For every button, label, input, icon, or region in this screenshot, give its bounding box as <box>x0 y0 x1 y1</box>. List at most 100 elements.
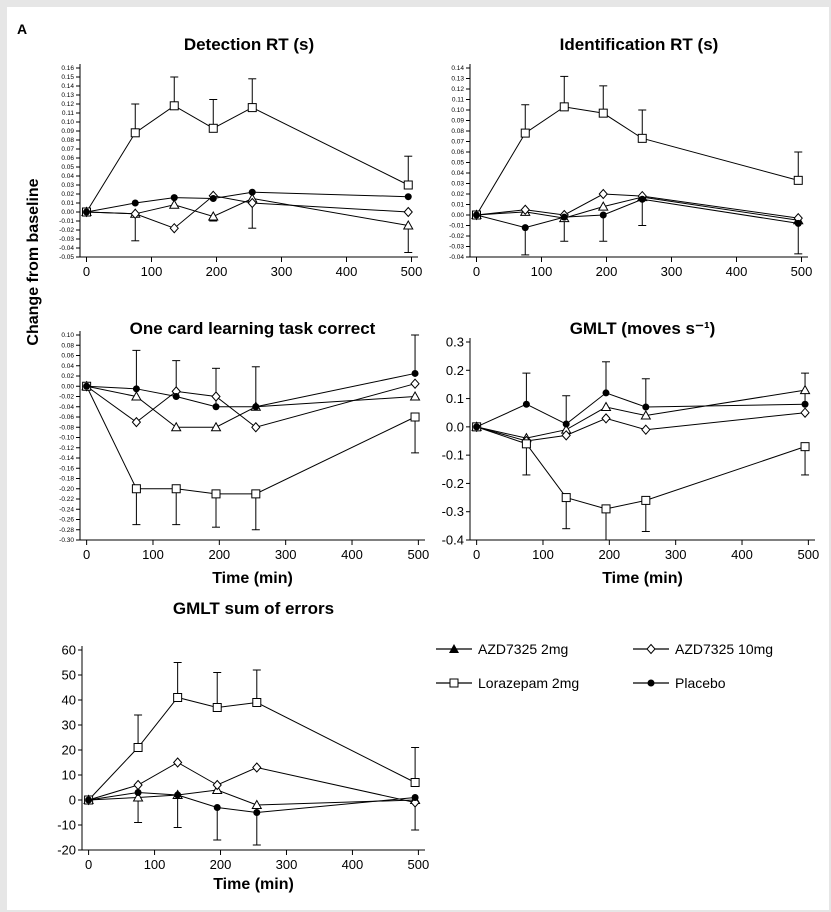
y-tick-label: 0.04 <box>61 173 74 180</box>
data-point <box>409 390 421 401</box>
data-point <box>473 423 481 431</box>
series-azd7325-10mg <box>471 188 803 224</box>
data-point <box>402 219 414 230</box>
data-point <box>251 421 261 433</box>
data-point <box>637 133 647 143</box>
data-point <box>213 804 221 811</box>
y-tick-label: -0.24 <box>59 506 74 513</box>
series-line <box>86 191 409 213</box>
y-tick-label: 0.10 <box>451 107 464 114</box>
y-tick-label: 30 <box>62 718 76 733</box>
series-lorazepam-2mg <box>472 422 810 514</box>
y-tick-label: 60 <box>62 643 76 658</box>
series-placebo <box>473 389 809 431</box>
series-azd7325-2mg <box>471 191 804 225</box>
x-tick-label: 100 <box>531 264 553 279</box>
chart-panel-1: Detection RT (s) 0 100 200 300 400 500 0.16 0.15… <box>59 35 422 279</box>
x-axis-title: Time (min) <box>213 876 294 893</box>
data-point <box>130 208 140 220</box>
y-tick-label: -0.28 <box>59 527 74 534</box>
data-point <box>248 188 256 196</box>
data-point <box>174 791 182 799</box>
y-tick-label: 10 <box>62 768 76 783</box>
y-tick-label: 0.06 <box>451 149 464 156</box>
legend-item: AZD7325 2mg <box>436 641 568 657</box>
x-tick-label: 100 <box>142 547 164 562</box>
series-line <box>86 383 416 428</box>
x-tick-label: 500 <box>791 264 813 279</box>
data-point <box>562 420 570 428</box>
series-line <box>476 389 806 439</box>
series-line <box>476 193 799 219</box>
y-tick-label: 0.04 <box>61 363 74 370</box>
data-point <box>520 128 530 138</box>
data-point <box>209 195 217 202</box>
chart-title: Detection RT (s) <box>184 35 314 54</box>
x-tick-label: 300 <box>275 547 297 562</box>
y-tick-label: 20 <box>62 743 76 758</box>
y-tick-label: 0.3 <box>446 335 464 350</box>
y-tick-label: -0.26 <box>59 517 74 524</box>
data-point <box>132 791 144 802</box>
y-tick-label: 0 <box>69 793 76 808</box>
y-tick-label: 0.07 <box>451 139 464 146</box>
y-tick-label: 0.11 <box>62 110 75 117</box>
series-line <box>88 696 416 801</box>
legend-label: AZD7325 10mg <box>675 641 773 657</box>
chart-title: One card learning task correct <box>130 319 376 338</box>
data-point <box>410 412 420 422</box>
data-point <box>403 180 413 190</box>
data-point <box>521 439 531 449</box>
data-point <box>601 413 611 424</box>
data-point <box>801 400 809 408</box>
y-tick-label: -0.10 <box>59 435 74 442</box>
y-tick-label: -0.22 <box>59 496 74 503</box>
y-tick-label: 0.13 <box>451 76 464 83</box>
data-point <box>473 211 480 219</box>
y-tick-label: 0.13 <box>61 92 74 99</box>
data-point <box>212 703 222 712</box>
data-point <box>521 224 529 232</box>
x-tick-label: 400 <box>726 264 748 279</box>
x-tick-label: 500 <box>408 857 430 872</box>
x-tick-label: 500 <box>798 547 820 562</box>
y-tick-label: 0.02 <box>61 191 74 198</box>
legend-item: Placebo <box>633 675 726 691</box>
data-point <box>800 442 810 452</box>
data-point <box>410 778 420 787</box>
series-line <box>476 196 799 221</box>
data-point <box>598 108 608 118</box>
series-placebo <box>83 369 419 411</box>
y-tick-label: 0.16 <box>61 65 74 72</box>
x-tick-label: 100 <box>144 857 166 872</box>
y-tick-label: -0.4 <box>442 533 464 548</box>
x-tick-label: 200 <box>598 547 620 562</box>
data-point <box>211 391 221 402</box>
x-tick-label: 0 <box>83 547 90 562</box>
data-point <box>171 484 181 494</box>
series-line <box>88 789 416 806</box>
chart-panel-2: Identification RT (s) 0 100 200 300 400 500 0.1… <box>449 35 812 279</box>
y-tick-label: 0.08 <box>451 128 464 135</box>
series-azd7325-2mg <box>471 384 811 443</box>
series-line <box>476 106 799 216</box>
data-point <box>640 410 652 420</box>
y-tick-label: 0.07 <box>61 146 74 153</box>
y-tick-label: 50 <box>62 668 76 683</box>
y-tick-label: 0.06 <box>61 155 74 162</box>
x-tick-label: 300 <box>276 857 298 872</box>
data-point <box>133 779 143 791</box>
x-tick-label: 200 <box>596 264 618 279</box>
series-line <box>86 372 416 408</box>
y-tick-label: -0.2 <box>442 476 464 491</box>
x-tick-label: 100 <box>141 264 163 279</box>
data-point <box>83 382 91 390</box>
data-point <box>173 693 183 702</box>
x-axis-title: Time (min) <box>602 570 683 587</box>
data-point <box>799 384 811 395</box>
y-tick-label: 0.12 <box>61 101 74 108</box>
y-tick-label: 0.05 <box>61 164 74 171</box>
data-point <box>210 421 222 432</box>
y-tick-label: 0.10 <box>61 119 74 126</box>
